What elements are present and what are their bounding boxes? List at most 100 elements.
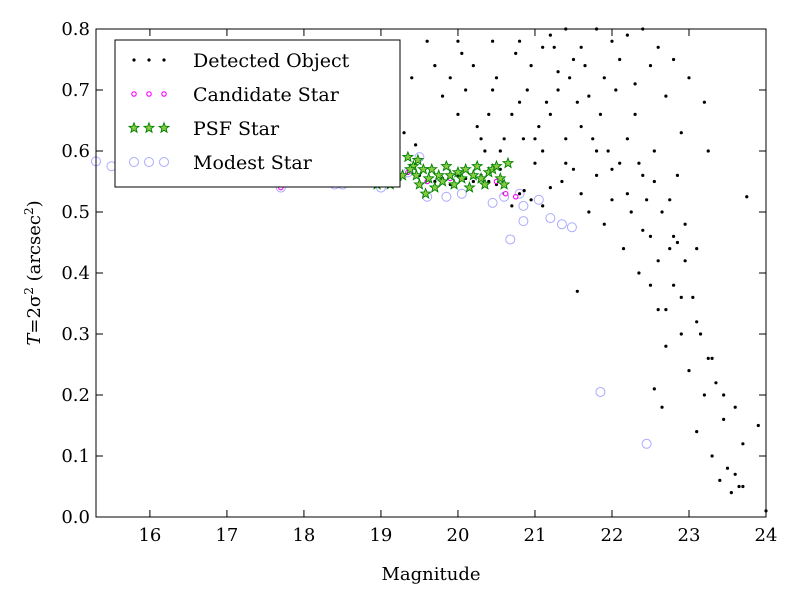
- detected-object-point: [733, 405, 737, 409]
- detected-object-point: [664, 94, 668, 98]
- modest-star-point: [595, 386, 606, 397]
- detected-object-point: [602, 76, 606, 80]
- detected-object-point: [413, 143, 418, 147]
- detected-object-point: [706, 149, 710, 153]
- legend-marker: [162, 58, 166, 62]
- detected-object-point: [718, 478, 722, 482]
- detected-object-point: [579, 45, 583, 49]
- detected-object-point: [517, 192, 522, 196]
- legend-marker: [129, 157, 139, 167]
- detected-object-point: [645, 198, 649, 202]
- y-axis-label-unit-power: 2: [22, 207, 36, 215]
- detected-object-point: [471, 179, 475, 184]
- detected-object-point: [602, 222, 606, 226]
- detected-object-point: [656, 45, 660, 49]
- x-tick-label: 20: [447, 525, 470, 546]
- detected-object-point: [695, 430, 699, 434]
- detected-object-point: [591, 137, 595, 141]
- detected-object-point: [737, 484, 741, 489]
- detected-object-point: [687, 369, 691, 373]
- detected-object-point: [648, 64, 653, 68]
- psf-star-point: [474, 171, 488, 184]
- psf-star-point: [471, 159, 484, 172]
- detected-object-point: [687, 76, 691, 80]
- x-axis-label: Magnitude: [381, 564, 480, 585]
- y-tick-label: 0.6: [61, 141, 90, 162]
- detected-object-point: [594, 149, 599, 153]
- x-tick-label: 22: [601, 525, 624, 546]
- x-tick-label: 17: [215, 525, 238, 546]
- detected-object-point: [410, 76, 414, 80]
- y-axis-label-power: 2: [22, 287, 36, 295]
- detected-object-point: [517, 39, 522, 43]
- y-axis-label-equation: =2σ: [24, 295, 45, 334]
- detected-object-point: [483, 149, 487, 153]
- detected-object-point: [637, 271, 641, 275]
- y-tick-label: 0.8: [61, 19, 90, 40]
- detected-object-point: [517, 100, 522, 104]
- detected-object-point: [537, 125, 541, 129]
- candidate-star-point: [512, 194, 519, 200]
- psf-star-point: [432, 168, 445, 181]
- legend-marker: [132, 58, 136, 62]
- detected-object-point: [625, 137, 629, 141]
- detected-object-point: [598, 112, 603, 116]
- detected-object-point: [695, 320, 699, 324]
- legend-marker: [159, 157, 169, 167]
- detected-object-point: [660, 210, 664, 214]
- detected-object-point: [541, 149, 545, 153]
- detected-object-point: [548, 112, 552, 116]
- detected-object-point: [633, 82, 637, 86]
- y-axis-label-unit-close: ): [24, 200, 45, 207]
- psf-star-point: [440, 159, 453, 172]
- detected-object-point: [706, 356, 710, 360]
- detected-object-point: [729, 491, 733, 495]
- detected-object-point: [714, 381, 718, 385]
- detected-object-point: [671, 234, 676, 238]
- detected-object-point: [556, 70, 560, 74]
- detected-object-point: [722, 417, 726, 421]
- detected-object-point: [541, 45, 545, 49]
- legend-entry: PSF Star: [127, 118, 280, 140]
- y-tick-label: 0.2: [61, 385, 90, 406]
- legend-label: PSF Star: [193, 118, 280, 140]
- detected-object-point: [498, 149, 502, 153]
- detected-object-point: [568, 76, 572, 80]
- modest-star-point: [556, 219, 567, 230]
- modest-star-point: [514, 188, 525, 199]
- detected-object-point: [641, 173, 645, 177]
- x-tick-label: 16: [138, 525, 161, 546]
- psf-star-point: [425, 162, 438, 175]
- detected-object-point: [544, 100, 549, 104]
- detected-object-point: [521, 137, 526, 141]
- detected-object-point: [587, 210, 591, 214]
- detected-object-point: [710, 454, 714, 458]
- detected-object-point: [610, 39, 614, 43]
- y-tick-label: 0.3: [61, 324, 90, 345]
- detected-object-point: [571, 57, 576, 62]
- psf-star-point: [463, 181, 476, 193]
- legend-marker: [157, 121, 171, 134]
- legend-marker: [161, 91, 167, 97]
- detected-object-point: [594, 173, 599, 177]
- psf-star-point: [401, 150, 415, 163]
- detected-object-point: [652, 149, 656, 153]
- detected-object-point: [552, 45, 556, 49]
- y-axis-label-unit: (arcsec: [24, 215, 45, 287]
- detected-object-point: [564, 137, 568, 141]
- detected-object-point: [652, 387, 656, 391]
- detected-object-point: [641, 228, 645, 232]
- detected-object-point: [583, 64, 587, 68]
- detected-object-point: [556, 88, 560, 92]
- detected-object-point: [741, 442, 745, 446]
- detected-object-point: [618, 161, 622, 165]
- detected-object-point: [475, 125, 479, 129]
- detected-object-point: [587, 94, 591, 98]
- detected-object-point: [745, 195, 749, 199]
- detected-object-point: [510, 112, 514, 116]
- x-tick-label: 19: [369, 525, 392, 546]
- modest-star-point: [456, 188, 467, 199]
- detected-object-point: [656, 308, 660, 312]
- detected-object-point: [625, 33, 629, 37]
- modest-star-point: [518, 216, 529, 227]
